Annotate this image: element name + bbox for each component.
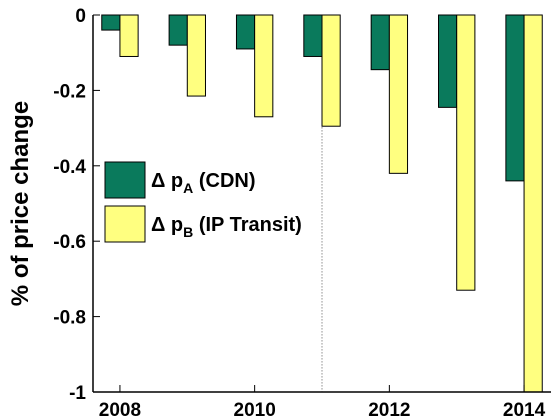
bar-ip-transit-2009	[186, 14, 206, 97]
bar-cdn-2009	[168, 14, 188, 46]
legend-swatch-cdn	[104, 161, 146, 199]
y-tick-label: -0.4	[53, 157, 86, 178]
axes-group	[92, 15, 551, 393]
bar-cdn-2014	[505, 14, 525, 182]
bar-ip-transit-2014	[523, 14, 543, 393]
bar-cdn-2011	[303, 14, 323, 57]
bars-group	[101, 14, 543, 393]
x-tick-label: 2010	[234, 400, 276, 420]
bar-ip-transit-2008	[119, 14, 139, 57]
x-tick-label: 2008	[99, 400, 141, 420]
y-axis-label: % of price change	[7, 101, 34, 306]
bar-cdn-2012	[370, 14, 390, 71]
bar-ip-transit-2011	[321, 14, 341, 127]
y-tick-label: -0.6	[53, 232, 86, 253]
y-tick-label: -0.2	[53, 81, 86, 102]
legend-label-ip-transit: Δ pB (IP Transit)	[151, 214, 302, 240]
legend: Δ pA (CDN) Δ pB (IP Transit)	[104, 161, 302, 243]
y-tick-label: -0.8	[53, 308, 86, 329]
bar-ip-transit-2012	[388, 14, 409, 174]
y-tick-label: -1	[69, 383, 86, 404]
y-tick-label: 0	[75, 6, 86, 27]
bar-cdn-2010	[235, 14, 256, 50]
x-ticks: 2008 2010 2012 2014	[99, 385, 546, 420]
legend-swatch-ip-transit	[104, 205, 146, 243]
bar-ip-transit-2010	[254, 14, 274, 118]
legend-label-cdn: Δ pA (CDN)	[151, 170, 256, 196]
bar-ip-transit-2013	[456, 14, 476, 291]
x-tick-label: 2014	[503, 400, 546, 420]
bar-cdn-2013	[438, 14, 458, 108]
x-tick-label: 2012	[368, 400, 410, 420]
y-ticks: 0 -0.2 -0.4 -0.6 -0.8 -1	[53, 6, 100, 404]
bar-cdn-2008	[101, 14, 121, 31]
